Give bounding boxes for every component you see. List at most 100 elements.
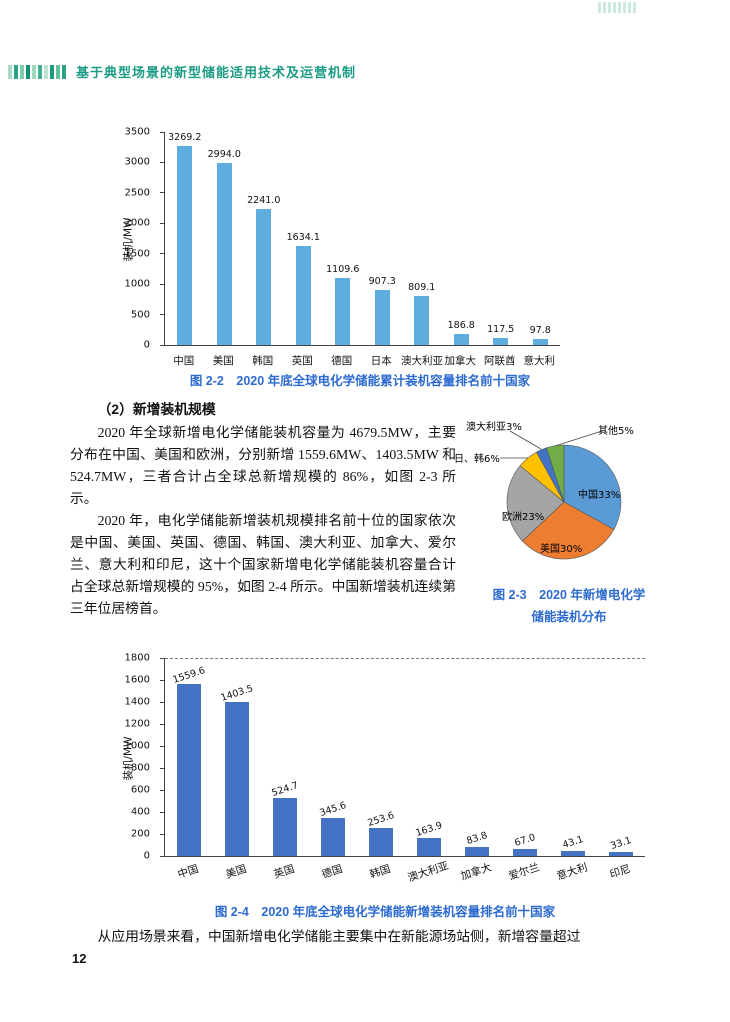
bar-value-label: 809.1 [408,281,436,293]
y-tick-mark [160,344,164,346]
fig2-4-x-axis-labels: 中国 美国 英国 德国 韩国 澳大利亚 加拿大 爱尔兰 意大利 印尼 [164,860,645,886]
x-category-label: 加拿大 [444,355,477,367]
page-header: 基于典型场景的新型储能适用技术及运营机制 [8,62,356,81]
fig2-2-plot-area: 3269.2 2994.0 2241.0 1634.1 1109.6 907.3 809.1… [160,132,560,346]
y-tick-label: 0 [143,339,150,351]
fig2-4-plot-area: 1559.6 1403.5 524.7 345.6 253.6 163.9 83.8 67.0… [160,658,645,857]
pie-slice-中国 [563,444,622,530]
bar-英国 [295,245,311,345]
x-category-label: 德国 [320,863,344,881]
fig2-2-bar-chart: 装机/MW 0 500 1000 1500 2000 2500 3000 3500 3269.… [112,120,572,376]
x-category-label: 德国 [331,355,353,367]
fig2-2-caption: 图 2-2 2020 年底全球电化学储能累计装机容量排名前十国家 [189,374,531,388]
x-category-label: 英国 [272,863,296,881]
y-tick-label: 1500 [124,248,150,260]
x-category-label: 中国 [176,863,200,881]
bar-美国 [225,701,249,856]
pie-label-other: 其他5% [598,426,634,437]
y-tick-label: 800 [130,762,150,774]
fig2-3-pie-chart: 澳大利亚3% 其他5% 日、韩6% 欧洲23% 中国33% 美国30% [454,420,682,580]
y-tick-label: 1400 [124,696,150,708]
y-tick-label: 1000 [124,278,150,290]
running-header-title: 基于典型场景的新型储能适用技术及运营机制 [76,65,357,80]
bar-value-label: 97.8 [529,325,551,336]
bar-意大利 [561,851,585,856]
x-category-label: 印尼 [608,863,632,881]
leader-line-australia [509,430,542,450]
x-category-label: 澳大利亚 [406,859,450,885]
paragraph-2: 2020 年，电化学储能新增装机规模排名前十位的国家依次是中国、美国、英国、德国… [70,513,456,616]
y-tick-mark [160,161,164,163]
figure-column: 澳大利亚3% 其他5% 日、韩6% 欧洲23% 中国33% 美国30% 图 2-… [454,398,682,624]
bar-澳大利亚 [417,838,441,856]
x-category-label: 韩国 [368,863,392,881]
bar-爱尔兰 [513,848,537,856]
page-number: 12 [72,951,87,966]
fig2-4-caption: 图 2-4 2020 年底全球电化学储能新增装机容量排名前十国家 [214,905,556,919]
y-tick-mark [160,723,164,725]
y-tick-mark [160,701,164,703]
bar-澳大利亚 [414,295,430,345]
y-tick-label: 1800 [124,652,150,664]
corner-decoration [598,2,636,13]
y-tick-label: 400 [130,806,150,818]
y-tick-label: 1000 [124,740,150,752]
content-row: （2）新增装机规模 2020 年全球新增电化学储能装机容量为 4679.5MW，… [70,398,682,624]
bar-德国 [321,818,345,856]
y-tick-mark [160,811,164,813]
x-category-label: 爱尔兰 [507,861,541,883]
y-tick-mark [160,833,164,835]
fig2-3-caption-line1: 图 2-3 2020 年新增电化学 [492,588,646,602]
y-tick-label: 600 [130,784,150,796]
bar-中国 [177,684,201,856]
y-tick-mark [160,658,164,659]
bar-value-label: 2241.0 [247,194,281,206]
x-category-label: 加拿大 [459,861,493,883]
y-tick-label: 2000 [124,217,150,229]
y-tick-mark [160,745,164,747]
bar-value-label: 186.8 [447,319,475,331]
pie-label-australia: 澳大利亚3% [466,422,522,433]
bar-英国 [273,798,297,856]
text-column: （2）新增装机规模 2020 年全球新增电化学储能装机容量为 4679.5MW，… [70,398,456,620]
y-tick-label: 500 [130,309,150,321]
y-tick-mark [160,767,164,769]
y-tick-label: 3000 [124,156,150,168]
y-tick-mark [160,283,164,285]
pie-label-usa: 美国30% [540,544,583,555]
paragraph-3: 从应用场景来看，中国新增电化学储能主要集中在新能源场站侧，新增容量超过 [97,929,581,944]
bar-德国 [335,277,351,345]
bar-value-label: 117.5 [487,323,515,335]
bar-value-label: 3269.2 [168,132,202,143]
pie-svg [500,430,622,560]
top-dashed-gridline [165,658,645,659]
x-category-label: 阿联酋 [484,355,516,367]
x-category-label: 中国 [173,355,195,367]
y-tick-label: 3500 [124,126,150,138]
x-category-label: 意大利 [555,861,589,883]
bar-韩国 [369,828,393,856]
y-tick-label: 1200 [124,718,150,730]
bar-value-label: 1634.1 [286,231,320,243]
x-category-label: 日本 [370,355,392,367]
x-category-label: 英国 [291,355,313,367]
fig2-2-y-axis-ticks: 0 500 1000 1500 2000 2500 3000 3500 [112,127,158,351]
header-deco-bars-icon [8,64,66,80]
bar-加拿大 [453,333,469,345]
x-category-label: 意大利 [523,355,556,367]
paragraph-1: 2020 年全球新增电化学储能装机容量为 4679.5MW，主要分布在中国、美国… [70,425,456,506]
pie-slice-欧洲 [506,465,565,542]
section-heading: （2）新增装机规模 [97,402,216,417]
bar-加拿大 [465,846,489,856]
bar-美国 [216,162,232,345]
bar-意大利 [532,339,548,345]
x-category-label: 美国 [224,863,248,881]
bar-印尼 [609,852,633,856]
y-tick-label: 0 [143,850,150,862]
bar-中国 [177,146,193,345]
y-tick-mark [160,855,164,857]
pie-slice-美国 [521,501,615,560]
y-tick-mark [160,314,164,316]
y-tick-mark [160,192,164,194]
pie-label-europe: 欧洲23% [502,512,545,523]
